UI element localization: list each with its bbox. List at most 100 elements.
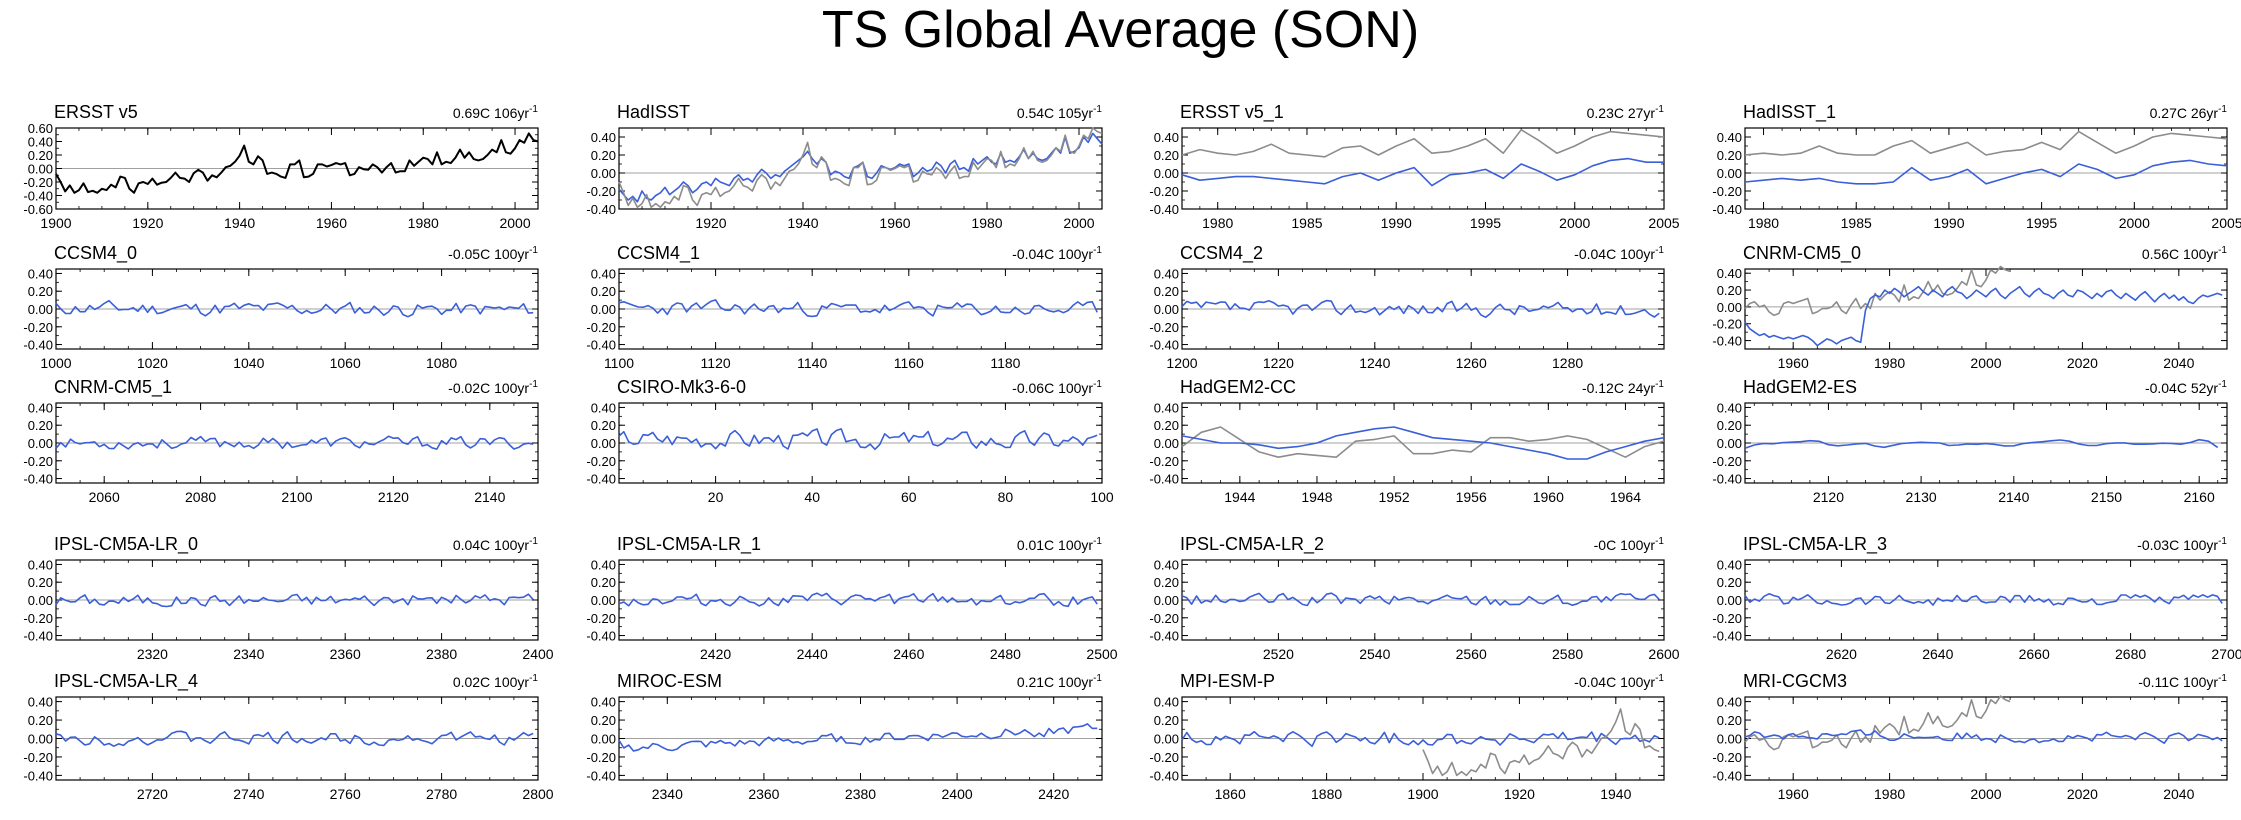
y-tick-label: 0.40 [1154,130,1179,145]
y-tick-label: 0.20 [591,148,616,163]
x-tick-label: 1040 [233,355,264,371]
panel-title: HadISST_1 [1743,102,1836,123]
panel-15: -0.40 -0.20 0.00 0.20 0.40 2620 2640 2660 2680 27… [1712,534,2241,662]
series-line-model [1181,592,1660,607]
y-tick-label: 0.20 [28,284,53,299]
trend-label: -0.04C 52yr-1 [2145,379,2227,396]
x-tick-label: 1995 [1470,215,1501,231]
y-tick-label: -0.20 [586,611,616,626]
x-tick-label: 2520 [1263,646,1294,662]
y-tick-label: 0.00 [1154,593,1179,608]
x-tick-label: 80 [998,489,1014,505]
x-tick-label: 2380 [845,786,876,802]
x-tick-label: 1920 [132,215,163,231]
x-tick-label: 2060 [89,489,120,505]
x-tick-label: 2020 [2067,786,2098,802]
panel-4: -0.40 -0.20 0.00 0.20 0.40 1000 1020 1040 1060 10… [23,243,539,371]
x-tick-label: 2100 [281,489,312,505]
x-tick-label: 2140 [1998,489,2029,505]
y-tick-label: -0.40 [1149,472,1179,487]
y-tick-label: 0.00 [1154,436,1179,451]
series-line-model [1744,592,2223,606]
x-tick-label: 1940 [1600,786,1631,802]
y-tick-label: -0.20 [1712,611,1742,626]
y-tick-label: 0.00 [1154,732,1179,747]
series-line-black [55,132,539,194]
y-tick-label: -0.40 [586,202,616,217]
y-tick-label: -0.40 [586,629,616,644]
y-tick-label: 0.40 [28,557,53,572]
y-tick-label: 0.20 [591,575,616,590]
y-tick-label: 0.20 [1154,418,1179,433]
y-tick-label: 0.40 [1717,130,1742,145]
y-tick-label: 0.00 [1717,732,1742,747]
x-tick-label: 1960 [1533,489,1564,505]
series-line-obs [618,127,1103,208]
y-tick-label: 0.20 [591,713,616,728]
y-tick-label: -0.20 [586,454,616,469]
x-tick-label: 2000 [499,215,530,231]
y-tick-label: 0.20 [591,418,616,433]
panel-title: IPSL-CM5A-LR_2 [1180,534,1324,555]
series-line-model [55,299,534,318]
y-tick-label: 0.20 [1717,283,1742,298]
x-tick-label: 2000 [1063,215,1094,231]
series-line-model [1181,426,1665,460]
trend-label: -0.05C 100yr-1 [448,245,538,262]
panel-title: CCSM4_1 [617,243,700,264]
y-tick-label: 0.40 [1717,400,1742,415]
x-tick-label: 1120 [701,355,731,371]
x-tick-label: 1960 [1778,355,1809,371]
panel-10: -0.40 -0.20 0.00 0.20 0.40 1944 1948 1952 1956 19… [1149,377,1665,505]
panel-title: IPSL-CM5A-LR_0 [54,534,198,555]
y-tick-label: 0.20 [28,713,53,728]
panel-title: MPI-ESM-P [1180,671,1275,691]
y-tick-label: -0.40 [23,472,53,487]
series-line-model [55,730,534,748]
x-tick-label: 1900 [1407,786,1438,802]
x-tick-label: 100 [1090,489,1114,505]
y-tick-label: -0.20 [23,611,53,626]
x-tick-label: 2130 [1906,489,1937,505]
x-tick-label: 2720 [137,786,168,802]
trend-label: 0.02C 100yr-1 [453,673,539,690]
series-line-obs [1181,426,1665,459]
y-tick-label: 0.40 [591,557,616,572]
y-tick-label: 0.40 [1154,400,1179,415]
y-tick-label: 0.20 [1717,418,1742,433]
panel-title: ERSST v5_1 [1180,102,1284,123]
y-tick-label: 0.00 [1717,300,1742,315]
panel-title: CCSM4_2 [1180,243,1263,264]
panel-18: -0.40 -0.20 0.00 0.20 0.40 1860 1880 1900 1920 19… [1149,671,1665,802]
y-tick-label: 0.20 [28,575,53,590]
x-tick-label: 1220 [1263,355,1294,371]
x-tick-label: 2620 [1826,646,1857,662]
trend-label: -0.12C 24yr-1 [1582,379,1664,396]
y-tick-label: -0.40 [1149,629,1179,644]
x-tick-label: 1160 [894,355,924,371]
trend-label: 0.21C 100yr-1 [1017,673,1103,690]
y-tick-label: -0.40 [23,768,53,783]
panel-12: -0.40 -0.20 0.00 0.20 0.40 2320 2340 2360 2380 24… [23,534,553,662]
panel-title: CNRM-CM5_1 [54,377,172,398]
y-tick-label: -0.20 [23,320,53,335]
panel-2: -0.40 -0.20 0.00 0.20 0.40 1980 1985 1990 1995 20… [1149,102,1679,231]
y-tick-label: 0.20 [591,284,616,299]
panel-title: HadISST [617,102,690,122]
trend-label: 0.56C 100yr-1 [2142,245,2228,262]
series-line-obs [1181,129,1665,158]
figure-title: TS Global Average (SON) [821,1,1420,59]
trend-label: -0C 100yr-1 [1594,536,1665,553]
panel-title: HadGEM2-ES [1743,377,1857,397]
panel-3: -0.40 -0.20 0.00 0.20 0.40 1980 1985 1990 1995 20… [1712,102,2241,231]
trend-label: -0.11C 100yr-1 [2138,673,2227,690]
series-line-model [1181,299,1660,319]
y-tick-label: -0.20 [1712,184,1742,199]
x-tick-label: 2640 [1922,646,1953,662]
x-tick-label: 1100 [604,355,634,371]
y-tick-label: 0.40 [591,266,616,281]
x-tick-label: 2440 [797,646,828,662]
y-tick-label: -0.20 [1712,317,1742,332]
x-tick-label: 2000 [1970,355,2001,371]
